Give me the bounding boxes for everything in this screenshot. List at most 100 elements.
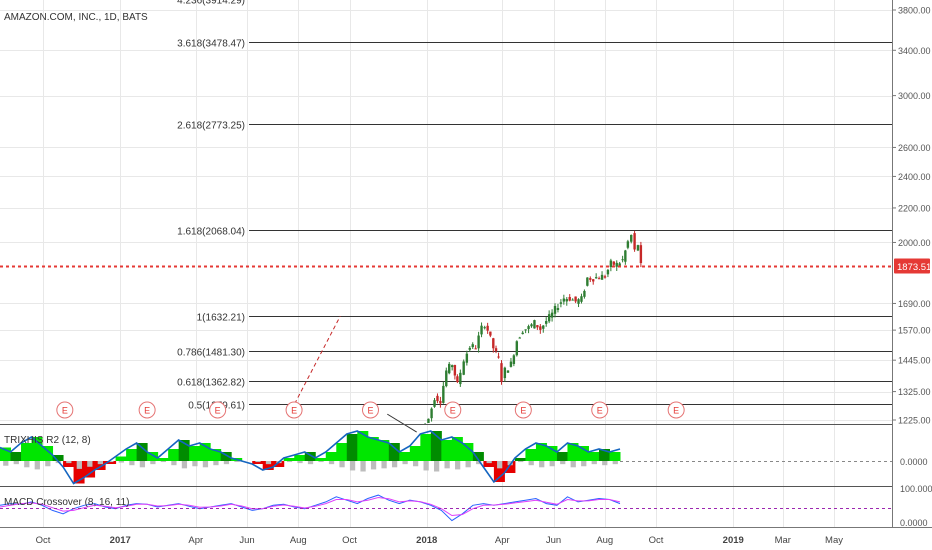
time-tick-label: Apr xyxy=(188,535,203,546)
trix-shadow xyxy=(192,461,198,467)
candle-body xyxy=(462,361,465,375)
fib-trend-line xyxy=(287,315,417,433)
candlestick-series[interactable] xyxy=(424,230,643,425)
candle-body xyxy=(545,321,548,324)
trix-shadow xyxy=(307,461,314,465)
trix-bar xyxy=(609,452,621,461)
time-tick-label: Jun xyxy=(239,535,254,546)
trix-bar xyxy=(525,449,537,461)
candle-body xyxy=(465,353,469,363)
candle-body xyxy=(450,365,454,368)
trix-bar xyxy=(504,461,516,473)
trix-shadow xyxy=(223,461,230,465)
trix-shadow xyxy=(160,461,167,463)
candle-body xyxy=(518,337,521,339)
macd-axis-bottom: 0.0000 xyxy=(900,518,928,528)
candle-body xyxy=(565,299,568,302)
trix-shadow xyxy=(255,461,261,463)
trix-bar xyxy=(588,452,600,461)
trix-shadow xyxy=(444,461,450,469)
trix-shadow xyxy=(234,461,240,463)
trix-bar xyxy=(294,455,306,461)
trix-bar xyxy=(556,452,568,461)
time-tick-label: Aug xyxy=(596,535,613,546)
trix-shadow xyxy=(339,461,345,468)
candle-body xyxy=(568,296,571,301)
trix-bar xyxy=(357,431,369,461)
candle-body xyxy=(539,326,542,330)
trix-bar xyxy=(210,449,222,461)
earnings-marker-label: E xyxy=(367,406,373,416)
candle-body xyxy=(603,276,607,278)
candle-body xyxy=(530,324,533,327)
macd-lines xyxy=(0,494,621,522)
fib-level-label: 0.618(1362.82) xyxy=(177,378,245,389)
candle-body xyxy=(512,355,516,365)
trix-bar xyxy=(567,443,579,461)
fib-level-label: 4.236(3914.29) xyxy=(177,0,245,7)
candle-body xyxy=(500,363,503,382)
candle-body xyxy=(621,259,624,261)
trix-shadow xyxy=(518,461,524,463)
candle-body xyxy=(597,278,601,280)
trix-bar xyxy=(336,443,348,461)
candle-body xyxy=(480,325,483,335)
trix-bar xyxy=(199,443,211,461)
candle-body xyxy=(553,306,557,314)
candle-body xyxy=(630,234,633,242)
candle-body xyxy=(497,356,500,358)
trix-shadow xyxy=(560,461,566,465)
trix-bar xyxy=(178,440,190,461)
trix-shadow xyxy=(465,461,471,468)
candle-body xyxy=(618,263,621,267)
trix-bar xyxy=(577,446,589,461)
fib-level-label: 2.618(2773.25) xyxy=(177,121,245,132)
trix-bar xyxy=(598,449,610,461)
trix-shadow xyxy=(318,461,324,463)
candle-body xyxy=(571,299,574,301)
earnings-marker-label: E xyxy=(520,406,526,416)
candle-body xyxy=(594,277,598,279)
macd-title: MACD Crossover (8, 16, 11) xyxy=(4,497,129,508)
candle-body xyxy=(606,269,610,275)
candle-body xyxy=(492,338,495,349)
candle-body xyxy=(586,277,589,286)
trend-line xyxy=(287,315,341,417)
trix-bar xyxy=(63,461,75,467)
trix-bar xyxy=(252,461,264,464)
earnings-marker-label: E xyxy=(291,406,297,416)
trix-shadow xyxy=(139,461,146,468)
time-tick-label: Mar xyxy=(775,535,791,546)
candle-body xyxy=(559,302,563,304)
price-tick-label: 2600.00 xyxy=(898,143,931,153)
candle-body xyxy=(527,326,530,330)
price-tick-label: 3400.00 xyxy=(898,46,931,56)
candle-body xyxy=(456,376,459,383)
trix-shadow xyxy=(181,461,188,469)
fibonacci-levels: 4.236(3914.29) 3.618(3478.47) 2.618(2773.2… xyxy=(177,0,892,412)
trix-shadow xyxy=(612,461,618,465)
last-price-label: 1873.51 xyxy=(897,262,931,273)
time-tick-label: 2017 xyxy=(110,535,131,546)
trix-shadow xyxy=(76,461,82,469)
candle-body xyxy=(453,365,457,376)
candle-body xyxy=(509,361,513,367)
candle-body xyxy=(633,233,636,250)
trend-line-base xyxy=(387,413,417,433)
trix-bar xyxy=(189,446,201,461)
candle-body xyxy=(433,400,436,407)
trix-shadow xyxy=(591,461,597,465)
trix-shadow xyxy=(13,461,19,465)
candle-body xyxy=(445,370,448,387)
price-tick-label: 1325.00 xyxy=(898,387,931,397)
earnings-marker xyxy=(56,401,74,419)
trix-bar xyxy=(147,452,159,461)
trix-bar xyxy=(315,458,327,461)
candle-body xyxy=(615,262,618,267)
trix-bar xyxy=(283,458,295,461)
macd-axis-top: 100.0000 xyxy=(900,484,932,494)
trix-shadow xyxy=(391,461,398,468)
trix-bar xyxy=(157,458,169,461)
